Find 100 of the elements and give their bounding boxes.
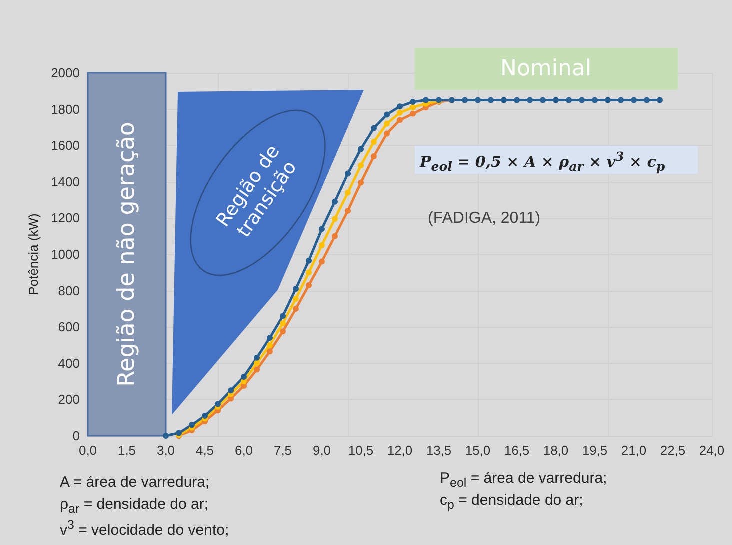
y-tick-label: 600 [58, 320, 80, 335]
point [657, 97, 663, 104]
point [293, 286, 299, 292]
point [306, 282, 312, 288]
point [332, 233, 338, 240]
point [280, 328, 286, 335]
point [254, 360, 260, 366]
point [332, 216, 338, 222]
y-tick-label: 400 [58, 356, 80, 371]
x-tick-label: 10,5 [348, 443, 374, 458]
text: ρ$_{ar}$ = densidade do ar; [60, 496, 209, 516]
x-tick-label: 18,0 [543, 443, 569, 458]
point [631, 97, 637, 104]
point [397, 104, 403, 110]
x-tick-label: 15,0 [465, 443, 491, 458]
band-label: Região de não geração [114, 122, 140, 387]
point [189, 422, 195, 428]
point [254, 366, 260, 373]
x-tick-label: 7,5 [274, 443, 292, 458]
point [319, 226, 325, 232]
point [384, 130, 390, 137]
point [293, 306, 299, 312]
point [358, 162, 364, 169]
y-tick-label: 1800 [51, 102, 80, 117]
y-tick-label: 1400 [51, 174, 80, 190]
point [267, 334, 273, 341]
point [384, 120, 390, 127]
point [527, 97, 533, 104]
point [371, 125, 377, 132]
x-tick-label: 19,5 [582, 443, 608, 458]
annotation: Nominal [500, 56, 592, 82]
point [358, 146, 364, 152]
text: c$_{p}$ = densidade do ar; [440, 492, 584, 512]
y-axis-title: Potência (kW) [26, 214, 41, 296]
point [618, 97, 624, 104]
x-tick-label: 1,5 [118, 443, 136, 458]
x-tick-label: 22,5 [660, 443, 686, 458]
point [332, 198, 338, 205]
point [644, 97, 650, 104]
x-tick-label: 3,0 [156, 443, 176, 458]
point [358, 180, 364, 186]
y-tick-label: 800 [58, 283, 80, 298]
point [241, 374, 247, 380]
y-tick-label: 200 [58, 392, 80, 408]
point [553, 97, 559, 104]
point [293, 296, 299, 302]
point [306, 270, 312, 276]
point [579, 97, 585, 104]
point [306, 258, 312, 264]
point [566, 97, 572, 104]
point [202, 413, 208, 420]
x-tick-label: 4,5 [196, 443, 214, 458]
x-tick-label: 0,0 [78, 443, 98, 458]
point [280, 313, 286, 320]
x-tick-label: 13,5 [426, 443, 452, 458]
point [410, 99, 416, 106]
point [345, 190, 351, 196]
point [397, 110, 403, 116]
point [488, 97, 494, 104]
point [371, 138, 377, 145]
x-tick-label: 24,0 [699, 443, 725, 458]
point [371, 153, 377, 160]
point [215, 401, 221, 408]
point [319, 258, 325, 265]
point [605, 97, 611, 104]
y-tick-label: 1600 [51, 138, 80, 154]
point [423, 97, 429, 104]
y-tick-label: 1200 [51, 210, 80, 226]
x-tick-label: 21,0 [621, 443, 647, 458]
y-tick-label: 1000 [51, 247, 80, 262]
point [345, 170, 351, 177]
y-tick-label: 2000 [51, 66, 80, 80]
text: A = área de varredura; [60, 474, 210, 491]
annotation: P$_{eol}$ = 0,5 × A × ρ$_{ar}$ × v$^{3}$ × c$_{p}$ [420, 149, 666, 174]
point [410, 110, 416, 117]
point [254, 354, 260, 361]
text: P$_{eol}$ = área de varredura; [440, 470, 608, 490]
point [592, 97, 598, 104]
point [397, 117, 403, 124]
text: v$^{3}$ = velocidade do vento; [60, 518, 230, 539]
point [514, 97, 520, 104]
point [267, 342, 273, 348]
point [462, 97, 468, 104]
point [384, 112, 390, 118]
x-tick-label: 12,0 [387, 443, 413, 458]
point [319, 242, 325, 248]
point [475, 97, 481, 104]
point [267, 348, 273, 355]
point [163, 433, 169, 439]
x-tick-label: 6,0 [234, 443, 254, 458]
point [501, 97, 507, 104]
point [280, 320, 286, 326]
point [410, 104, 416, 110]
y-tick-label: 0 [72, 428, 80, 444]
point [228, 388, 234, 394]
annotation: (FADIGA, 2011) [428, 210, 541, 228]
point [540, 97, 546, 104]
x-tick-label: 16,5 [504, 443, 530, 458]
point [345, 208, 351, 214]
x-tick-label: 9,0 [312, 443, 332, 458]
